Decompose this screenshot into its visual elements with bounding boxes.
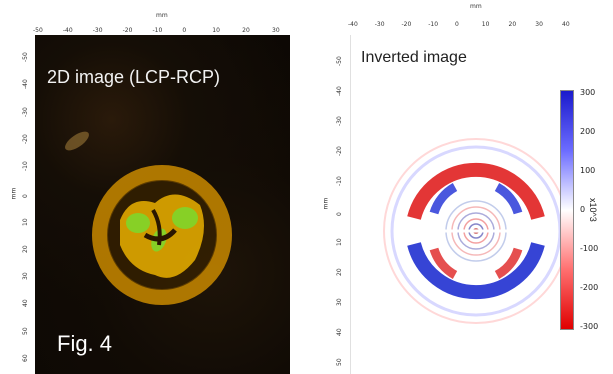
colorbar-tick-label: 0 <box>580 205 586 214</box>
lcp-rcp-image <box>65 131 232 305</box>
x-tick-label: 30 <box>535 21 543 28</box>
x-tick-label: 10 <box>481 21 490 28</box>
y-tick-label: -50 <box>22 52 29 62</box>
x-tick-label: -10 <box>152 27 163 34</box>
colorbar <box>560 90 574 330</box>
colorbar-tick-label: -100 <box>580 244 599 253</box>
right-panel-title: Inverted image <box>361 49 467 66</box>
colorbar-exponent: x10^3 <box>588 198 598 222</box>
x-tick-label: 10 <box>212 27 220 34</box>
x-tick-label: -10 <box>428 21 439 28</box>
y-tick-label: 20 <box>336 268 343 276</box>
y-tick-label: 40 <box>336 328 343 336</box>
y-tick-label: -20 <box>336 146 343 156</box>
x-tick-label: 20 <box>242 27 250 34</box>
artifact-spot <box>65 131 89 151</box>
y-tick-label: -40 <box>22 79 29 90</box>
x-tick-label: 0 <box>455 21 459 28</box>
x-tick-label: 0 <box>182 27 187 34</box>
y-tick-label: -30 <box>22 106 29 117</box>
left-y-unit: mm <box>10 187 18 200</box>
y-tick-label: -40 <box>336 86 343 96</box>
x-tick-label: 40 <box>562 21 570 28</box>
y-tick-label: 50 <box>22 327 29 335</box>
y-tick-label: -50 <box>336 56 343 66</box>
y-tick-label: -30 <box>336 116 343 126</box>
x-tick-label: -50 <box>33 27 43 34</box>
x-tick-label: -40 <box>62 27 73 34</box>
target-ring <box>92 165 232 305</box>
x-tick-label: 20 <box>508 21 517 28</box>
y-tick-label: 0 <box>22 194 29 199</box>
y-tick-label: -10 <box>22 161 29 172</box>
y-tick-label: 40 <box>22 299 29 308</box>
left-panel-title: 2D image (LCP-RCP) <box>47 67 221 87</box>
y-tick-label: 0 <box>336 212 343 216</box>
right-x-unit: mm <box>470 3 482 10</box>
upper-red-arc <box>407 162 545 220</box>
lcp-rcp-image-panel: 2D image (LCP-RCP) Fig. 4 <box>35 35 290 374</box>
y-tick-label: 30 <box>336 298 343 306</box>
y-tick-label: -10 <box>336 176 343 186</box>
x-tick-label: -20 <box>122 27 133 34</box>
x-tick-label: -40 <box>348 21 358 28</box>
colorbar-tick-label: 300 <box>580 88 596 97</box>
left-x-unit: mm <box>156 12 168 19</box>
x-tick-label: -30 <box>374 21 385 28</box>
right-y-unit: mm <box>322 197 330 210</box>
y-tick-label: 30 <box>22 272 29 281</box>
x-tick-label: -20 <box>401 21 412 28</box>
y-tick-label: 60 <box>22 354 29 362</box>
colorbar-tick-label: -200 <box>580 283 599 292</box>
y-tick-label: 50 <box>336 358 343 366</box>
y-tick-label: -20 <box>22 134 29 144</box>
lower-blue-arc <box>407 242 545 300</box>
y-tick-label: 10 <box>336 238 343 246</box>
x-tick-label: -30 <box>92 27 103 34</box>
y-tick-label: 20 <box>22 245 29 253</box>
inverted-image <box>383 138 569 324</box>
figure-label: Fig. 4 <box>57 331 113 356</box>
colorbar-tick-label: 100 <box>580 166 596 175</box>
colorbar-tick-label: -300 <box>580 322 599 331</box>
y-tick-label: 10 <box>22 217 29 226</box>
x-tick-label: 30 <box>272 27 280 34</box>
colorbar-tick-label: 200 <box>580 127 596 136</box>
